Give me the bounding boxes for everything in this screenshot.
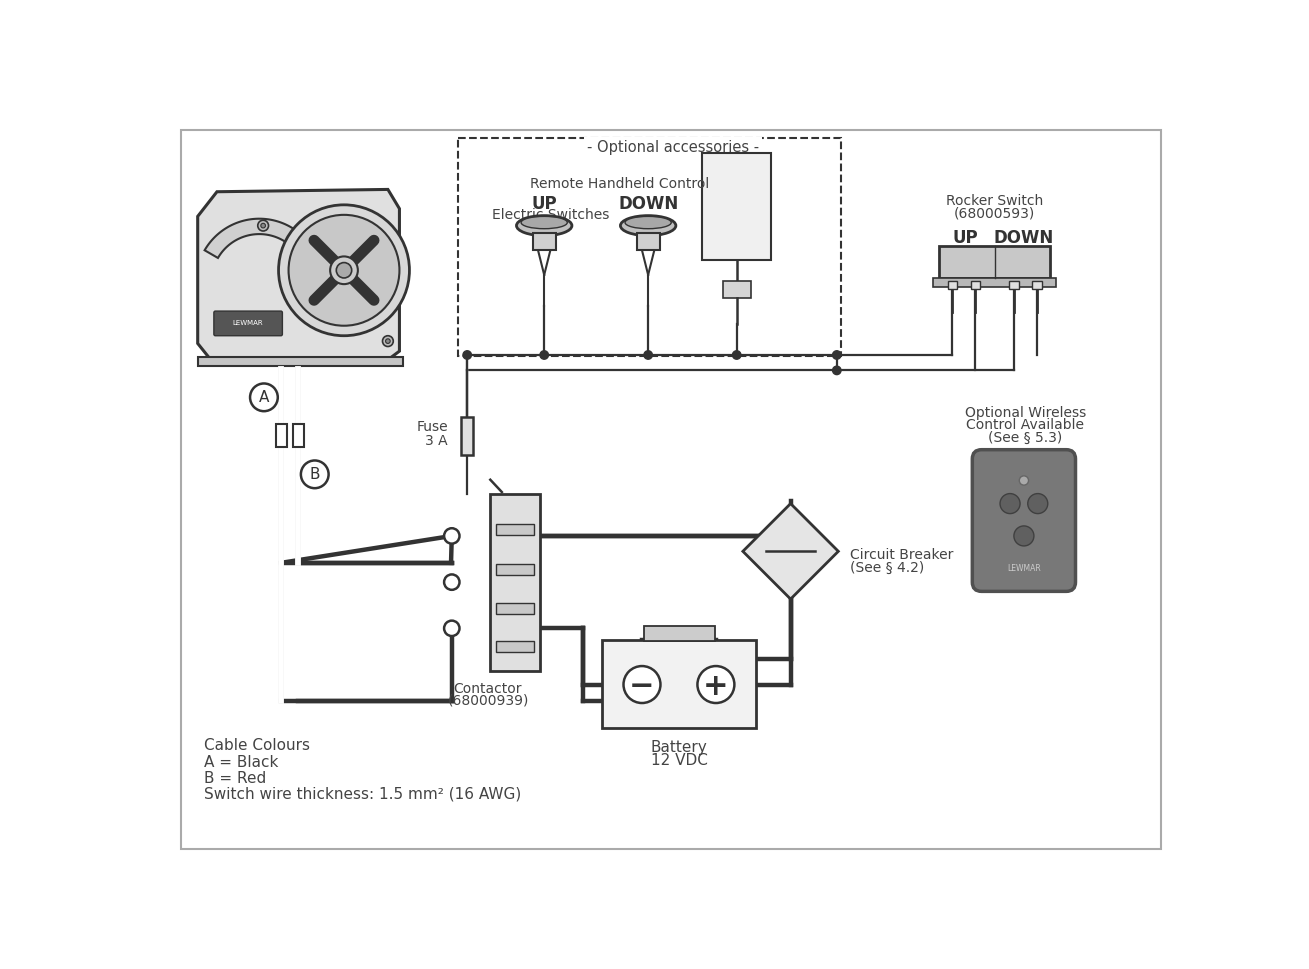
Bar <box>1033 281 1042 289</box>
Text: Battery: Battery <box>651 740 707 755</box>
Bar <box>644 626 715 641</box>
Circle shape <box>463 351 471 359</box>
Bar <box>933 278 1056 287</box>
Text: Switch wire thickness: 1.5 mm² (16 AWG): Switch wire thickness: 1.5 mm² (16 AWG) <box>204 787 521 802</box>
Circle shape <box>386 339 390 343</box>
Circle shape <box>539 351 548 359</box>
Bar <box>636 234 660 250</box>
FancyBboxPatch shape <box>213 311 283 335</box>
Bar <box>293 424 304 448</box>
Circle shape <box>288 215 399 326</box>
Text: −: − <box>630 672 654 701</box>
Circle shape <box>444 528 459 544</box>
Bar <box>948 281 957 289</box>
Circle shape <box>330 257 357 284</box>
Text: B: B <box>309 467 319 482</box>
Text: Optional Wireless: Optional Wireless <box>965 406 1086 420</box>
Circle shape <box>623 666 661 703</box>
Text: (68000593): (68000593) <box>954 206 1035 220</box>
Bar <box>491 493 541 671</box>
Circle shape <box>833 351 840 359</box>
Bar <box>496 524 534 535</box>
Ellipse shape <box>517 216 572 235</box>
Text: +: + <box>703 672 729 701</box>
Bar <box>496 564 534 576</box>
Bar <box>496 641 534 652</box>
Ellipse shape <box>620 216 675 235</box>
Circle shape <box>382 335 393 347</box>
Text: - Optional accessories -: - Optional accessories - <box>586 140 759 155</box>
Bar <box>602 640 757 729</box>
Ellipse shape <box>521 216 567 229</box>
Text: UP: UP <box>531 195 558 213</box>
Circle shape <box>336 263 352 278</box>
Text: B = Red: B = Red <box>204 770 266 786</box>
Text: 3 A: 3 A <box>425 434 448 449</box>
Ellipse shape <box>624 216 672 229</box>
Bar <box>723 281 750 298</box>
Text: Contactor: Contactor <box>454 682 522 697</box>
Text: Electric Switches: Electric Switches <box>492 207 609 222</box>
Circle shape <box>1014 526 1034 546</box>
Text: Rocker Switch: Rocker Switch <box>946 194 1043 208</box>
Text: UP: UP <box>953 229 978 247</box>
Bar <box>702 153 771 260</box>
Polygon shape <box>744 504 838 599</box>
FancyBboxPatch shape <box>973 450 1076 591</box>
Polygon shape <box>204 219 322 313</box>
Text: Cable Colours: Cable Colours <box>204 738 310 754</box>
Circle shape <box>301 460 329 488</box>
Circle shape <box>698 666 734 703</box>
Circle shape <box>1020 476 1029 485</box>
Circle shape <box>444 575 459 590</box>
Text: Fuse: Fuse <box>416 421 448 434</box>
Text: LEWMAR: LEWMAR <box>233 321 263 327</box>
Text: (68000939): (68000939) <box>448 694 529 707</box>
Text: Remote Handheld Control: Remote Handheld Control <box>530 177 709 191</box>
Circle shape <box>1000 493 1020 514</box>
Bar <box>940 245 1050 278</box>
Text: (See § 4.2): (See § 4.2) <box>850 561 924 576</box>
Circle shape <box>1028 493 1047 514</box>
Circle shape <box>260 223 266 228</box>
Circle shape <box>258 220 268 231</box>
Circle shape <box>644 351 652 359</box>
Text: Control Available: Control Available <box>966 418 1084 432</box>
Circle shape <box>833 366 840 375</box>
Polygon shape <box>198 189 399 362</box>
Text: LEWMAR: LEWMAR <box>1007 564 1041 573</box>
Circle shape <box>733 351 741 359</box>
Bar <box>971 281 980 289</box>
Bar <box>458 138 842 356</box>
Text: Circuit Breaker: Circuit Breaker <box>850 548 953 562</box>
Circle shape <box>279 204 410 335</box>
Text: A = Black: A = Black <box>204 755 279 769</box>
Bar <box>1009 281 1018 289</box>
Circle shape <box>250 384 278 411</box>
Bar <box>198 357 403 365</box>
Bar <box>496 603 534 613</box>
Bar <box>276 424 287 448</box>
Text: DOWN: DOWN <box>618 195 678 213</box>
Text: A: A <box>259 390 270 405</box>
Text: 12 VDC: 12 VDC <box>651 753 707 768</box>
Circle shape <box>444 620 459 636</box>
Text: (See § 5.3): (See § 5.3) <box>988 430 1063 445</box>
Text: DOWN: DOWN <box>994 229 1054 247</box>
Bar <box>533 234 556 250</box>
Bar <box>461 417 474 455</box>
